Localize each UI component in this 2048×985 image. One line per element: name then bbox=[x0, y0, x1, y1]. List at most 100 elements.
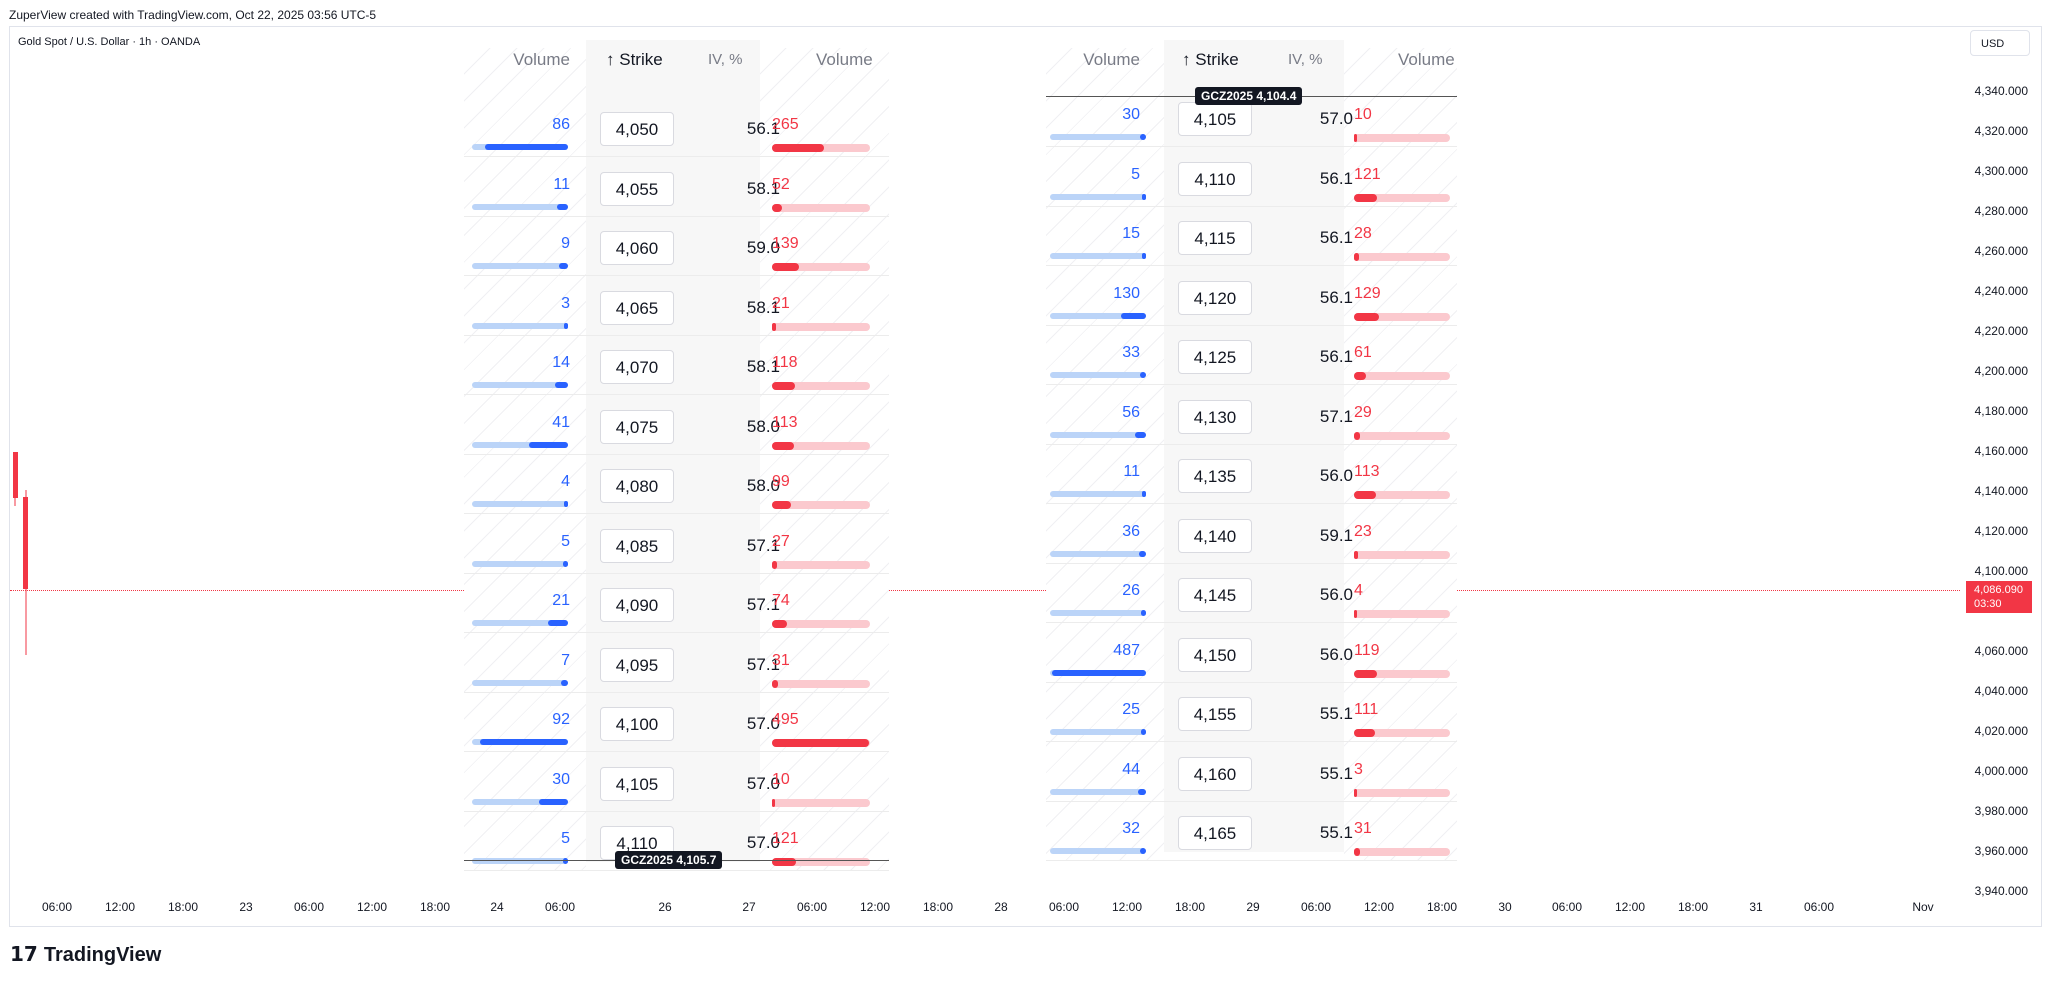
put-volume[interactable]: 118 bbox=[772, 354, 798, 371]
strike-button[interactable]: 4,115 bbox=[1178, 221, 1252, 255]
option-row[interactable]: 21 4,090 57.1 74 bbox=[464, 574, 889, 633]
price-scale[interactable]: 4,340.000 4,320.000 4,300.000 4,280.000 4,26… bbox=[1960, 0, 2040, 925]
strike-button[interactable]: 4,160 bbox=[1178, 756, 1252, 791]
strike-button[interactable]: 4,150 bbox=[1178, 637, 1252, 672]
strike-button[interactable]: 4,125 bbox=[1178, 340, 1252, 374]
put-volume[interactable]: 31 bbox=[1354, 820, 1372, 837]
symbol-title[interactable]: Gold Spot / U.S. Dollar · 1h · OANDA bbox=[18, 36, 201, 48]
option-row[interactable]: 92 4,100 57.0 495 bbox=[464, 693, 889, 752]
put-volume[interactable]: 265 bbox=[772, 116, 799, 133]
call-volume[interactable]: 11 bbox=[1123, 463, 1140, 480]
put-volume[interactable]: 29 bbox=[1354, 403, 1372, 421]
option-row[interactable]: 41 4,075 58.0 113 bbox=[464, 396, 889, 455]
put-volume[interactable]: 31 bbox=[772, 651, 790, 669]
put-volume[interactable]: 61 bbox=[1354, 344, 1372, 361]
option-row[interactable]: 130 4,120 56.1 129 bbox=[1046, 267, 1457, 326]
option-row[interactable]: 7 4,095 57.1 31 bbox=[464, 634, 889, 693]
call-volume[interactable]: 32 bbox=[1122, 820, 1140, 837]
call-volume[interactable]: 30 bbox=[552, 770, 570, 788]
option-row[interactable]: 15 4,115 56.1 28 bbox=[1046, 207, 1457, 266]
call-volume[interactable]: 5 bbox=[561, 532, 570, 550]
option-row[interactable]: 11 4,135 56.0 113 bbox=[1046, 445, 1457, 504]
put-volume[interactable]: 129 bbox=[1354, 284, 1381, 302]
strike-header[interactable]: ↑ Strike bbox=[1182, 40, 1239, 80]
option-row[interactable]: 4 4,080 58.0 99 bbox=[464, 455, 889, 514]
put-volume-header[interactable]: Volume bbox=[1398, 50, 1455, 69]
iv-header[interactable]: IV, % bbox=[708, 51, 743, 68]
strike-button[interactable]: 4,120 bbox=[1178, 280, 1252, 315]
call-volume[interactable]: 21 bbox=[552, 592, 570, 609]
put-volume[interactable]: 113 bbox=[772, 413, 798, 431]
strike-header[interactable]: ↑ Strike bbox=[606, 40, 663, 80]
option-row[interactable]: 25 4,155 55.1 111 bbox=[1046, 683, 1457, 742]
put-volume-header[interactable]: Volume bbox=[816, 50, 873, 69]
option-row[interactable]: 5 4,085 57.1 27 bbox=[464, 515, 889, 574]
strike-button[interactable]: 4,090 bbox=[600, 588, 674, 622]
strike-button[interactable]: 4,080 bbox=[600, 469, 674, 503]
put-volume[interactable]: 119 bbox=[1354, 641, 1380, 659]
strike-button[interactable]: 4,095 bbox=[600, 647, 674, 682]
call-volume[interactable]: 5 bbox=[1131, 165, 1140, 183]
strike-button[interactable]: 4,155 bbox=[1178, 697, 1252, 731]
strike-button[interactable]: 4,105 bbox=[1178, 102, 1252, 136]
strike-button[interactable]: 4,165 bbox=[1178, 816, 1252, 850]
put-volume[interactable]: 4 bbox=[1354, 582, 1363, 599]
call-volume[interactable]: 9 bbox=[561, 235, 570, 252]
iv-header[interactable]: IV, % bbox=[1288, 51, 1323, 68]
strike-button[interactable]: 4,065 bbox=[600, 290, 674, 325]
call-volume[interactable]: 30 bbox=[1122, 106, 1140, 123]
call-volume-header[interactable]: Volume bbox=[1083, 50, 1140, 69]
put-volume[interactable]: 27 bbox=[772, 532, 790, 550]
call-volume[interactable]: 4 bbox=[561, 473, 570, 490]
call-volume[interactable]: 487 bbox=[1113, 641, 1140, 659]
put-volume[interactable]: 121 bbox=[1354, 165, 1381, 183]
option-row[interactable]: 30 4,105 57.0 10 bbox=[1046, 88, 1457, 147]
call-volume[interactable]: 26 bbox=[1122, 582, 1140, 599]
call-volume[interactable]: 41 bbox=[552, 413, 570, 431]
put-volume[interactable]: 10 bbox=[772, 770, 790, 788]
strike-button[interactable]: 4,085 bbox=[600, 528, 674, 563]
put-volume[interactable]: 21 bbox=[772, 294, 790, 312]
strike-button[interactable]: 4,070 bbox=[600, 350, 674, 384]
call-volume[interactable]: 7 bbox=[561, 651, 570, 669]
option-row[interactable]: 56 4,130 57.1 29 bbox=[1046, 386, 1457, 445]
option-row[interactable]: 36 4,140 59.1 23 bbox=[1046, 505, 1457, 564]
call-volume[interactable]: 15 bbox=[1122, 225, 1140, 242]
option-row[interactable]: 26 4,145 56.0 4 bbox=[1046, 564, 1457, 623]
put-volume[interactable]: 111 bbox=[1354, 701, 1379, 718]
strike-button[interactable]: 4,055 bbox=[600, 171, 674, 206]
option-row[interactable]: 32 4,165 55.1 31 bbox=[1046, 802, 1457, 861]
put-volume[interactable]: 23 bbox=[1354, 522, 1372, 540]
put-volume[interactable]: 3 bbox=[1354, 760, 1363, 778]
option-row[interactable]: 11 4,055 58.1 52 bbox=[464, 158, 889, 217]
strike-button[interactable]: 4,075 bbox=[600, 409, 674, 444]
call-volume-header[interactable]: Volume bbox=[513, 50, 570, 69]
strike-button[interactable]: 4,145 bbox=[1178, 578, 1252, 612]
option-row[interactable]: 487 4,150 56.0 119 bbox=[1046, 624, 1457, 683]
call-volume[interactable]: 11 bbox=[553, 175, 570, 193]
option-row[interactable]: 3 4,065 58.1 21 bbox=[464, 277, 889, 336]
put-volume[interactable]: 99 bbox=[772, 473, 790, 490]
strike-button[interactable]: 4,060 bbox=[600, 231, 674, 265]
call-volume[interactable]: 25 bbox=[1122, 701, 1140, 718]
strike-button[interactable]: 4,050 bbox=[600, 112, 674, 146]
strike-button[interactable]: 4,135 bbox=[1178, 459, 1252, 493]
put-volume[interactable]: 28 bbox=[1354, 225, 1372, 242]
option-row[interactable]: 44 4,160 55.1 3 bbox=[1046, 743, 1457, 802]
call-volume[interactable]: 33 bbox=[1122, 344, 1140, 361]
call-volume[interactable]: 44 bbox=[1122, 760, 1140, 778]
option-row[interactable]: 33 4,125 56.1 61 bbox=[1046, 326, 1457, 385]
tradingview-logo[interactable]: 𝟭𝟳 TradingView bbox=[10, 942, 161, 967]
option-row[interactable]: 14 4,070 58.1 118 bbox=[464, 336, 889, 395]
put-volume[interactable]: 121 bbox=[772, 830, 799, 847]
call-volume[interactable]: 36 bbox=[1122, 522, 1140, 540]
strike-button[interactable]: 4,130 bbox=[1178, 399, 1252, 434]
put-volume[interactable]: 52 bbox=[772, 175, 790, 193]
put-volume[interactable]: 113 bbox=[1354, 463, 1380, 480]
call-volume[interactable]: 5 bbox=[561, 830, 570, 847]
option-row[interactable]: 30 4,105 57.0 10 bbox=[464, 753, 889, 812]
strike-button[interactable]: 4,140 bbox=[1178, 518, 1252, 553]
call-volume[interactable]: 92 bbox=[552, 711, 570, 728]
call-volume[interactable]: 56 bbox=[1122, 403, 1140, 421]
option-row[interactable]: 86 4,050 56.1 265 bbox=[464, 98, 889, 157]
